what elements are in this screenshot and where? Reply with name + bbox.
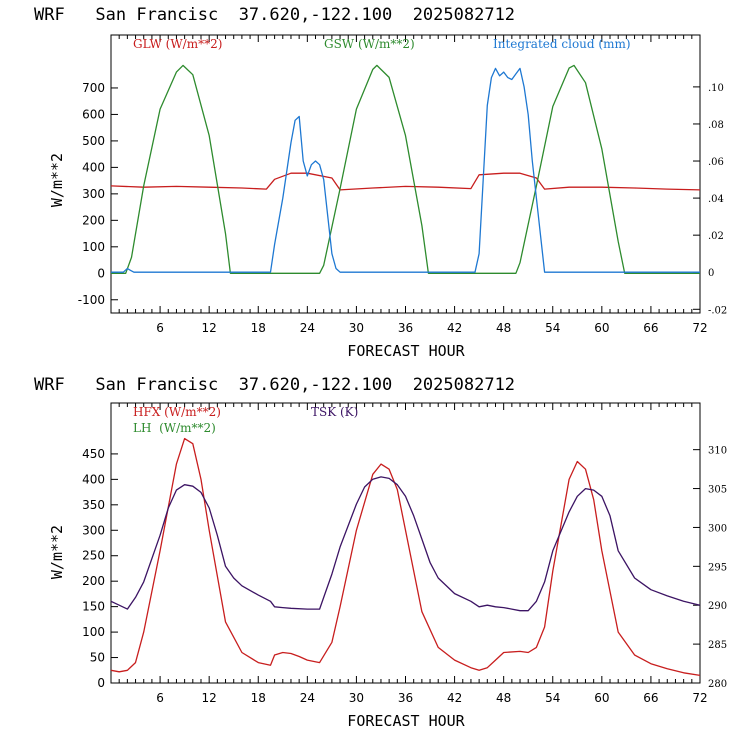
panel2-series-tsk bbox=[110, 476, 701, 612]
panel2-xtick-label: 66 bbox=[643, 691, 658, 705]
panel2-xtick-label: 30 bbox=[349, 691, 364, 705]
panel2-ytick-label: 200 bbox=[82, 574, 105, 588]
panel2-xtick-label: 36 bbox=[398, 691, 413, 705]
legend-gsw: GSW (W/m**2) bbox=[324, 37, 415, 51]
panel2-ytick-label: 100 bbox=[82, 625, 105, 639]
panel2-xtick-label: 6 bbox=[156, 691, 164, 705]
panel2-ytick-label: 400 bbox=[82, 472, 105, 486]
panel1-xtick-label: 24 bbox=[300, 321, 315, 335]
panel1-y2tick-label: .06 bbox=[708, 157, 724, 168]
panel2-y2tick-label: 305 bbox=[708, 485, 727, 496]
panel1-series-integrated bbox=[111, 67, 700, 273]
legend-lh: LH (W/m**2) bbox=[133, 421, 216, 435]
panel1-ytick-label: -100 bbox=[78, 293, 105, 307]
panel1-y2tick-label: .02 bbox=[708, 231, 724, 242]
panel1-ytick-label: 200 bbox=[82, 213, 105, 227]
panel1-y2tick-label: -.02 bbox=[708, 305, 727, 316]
panel2-y2tick-label: 295 bbox=[708, 562, 727, 573]
panel2-ytick-label: 300 bbox=[82, 523, 105, 537]
panel1-y2tick-label: .10 bbox=[708, 83, 724, 94]
panel2-y2tick-label: 300 bbox=[708, 523, 727, 534]
panel1-ytick-label: 0 bbox=[97, 266, 105, 280]
panel1-ytick-label: 500 bbox=[82, 134, 105, 148]
panel2-ytick-label: 0 bbox=[97, 676, 105, 690]
panel1-ytick-label: 600 bbox=[82, 107, 105, 121]
panel1-y2tick-label: .08 bbox=[708, 120, 724, 131]
panel1-y2tick-label: 0 bbox=[708, 268, 714, 279]
legend-hfx: HFX (W/m**2) bbox=[133, 405, 221, 419]
panel2-series-hfx bbox=[110, 437, 701, 677]
panel1-frame bbox=[110, 34, 701, 314]
panel1-xtick-label: 30 bbox=[349, 321, 364, 335]
panel1-xtick-label: 66 bbox=[643, 321, 658, 335]
panel2-series bbox=[110, 437, 701, 677]
panel1-series-gsw bbox=[111, 64, 700, 274]
panel1-series bbox=[110, 64, 701, 274]
panel1-xtick-label: 54 bbox=[545, 321, 560, 335]
legend-tsk: TSK (K) bbox=[311, 405, 358, 419]
panel2-ytick-label: 50 bbox=[90, 651, 105, 665]
panel1-title: WRF San Francisc 37.620,-122.100 2025082… bbox=[34, 5, 515, 25]
panel1-xtick-label: 36 bbox=[398, 321, 413, 335]
panel2-xtick-label: 60 bbox=[594, 691, 609, 705]
panel2-xtick-label: 54 bbox=[545, 691, 560, 705]
panel2-ticks: 6 12 18 24 30 36 42 48 54 60 66 72 0 50 100 150 200 250 30… bbox=[82, 403, 727, 705]
panel1-ytick-label: 700 bbox=[82, 81, 105, 95]
panel2-y2tick-label: 290 bbox=[708, 601, 727, 612]
panel2-ytick-label: 350 bbox=[82, 498, 105, 512]
panel1-xtick-label: 18 bbox=[251, 321, 266, 335]
panel-radiation-cloud: WRF San Francisc 37.620,-122.100 2025082… bbox=[34, 5, 727, 360]
panel1-xtick-label: 60 bbox=[594, 321, 609, 335]
panel1-ytick-label: 300 bbox=[82, 187, 105, 201]
panel2-ylabel: W/m**2 bbox=[48, 525, 66, 579]
panel1-xtick-label: 12 bbox=[202, 321, 217, 335]
legend-glw: GLW (W/m**2) bbox=[133, 37, 222, 51]
panel1-ylabel: W/m**2 bbox=[48, 153, 66, 207]
panel2-frame bbox=[110, 402, 701, 684]
panel1-series-glw bbox=[110, 172, 701, 191]
panel2-xtick-label: 72 bbox=[692, 691, 707, 705]
panel2-y2tick-label: 310 bbox=[708, 446, 727, 457]
panel2-xtick-label: 18 bbox=[251, 691, 266, 705]
panel1-ytick-label: 400 bbox=[82, 160, 105, 174]
panel2-y2tick-label: 285 bbox=[708, 640, 727, 651]
panel1-ticks: 6 12 18 24 30 36 42 48 54 60 66 72 -100 0 100 200 300 400… bbox=[78, 35, 727, 335]
panel-heat-flux: WRF San Francisc 37.620,-122.100 2025082… bbox=[34, 375, 727, 730]
panel2-xtick-label: 42 bbox=[447, 691, 462, 705]
panel1-xtick-label: 42 bbox=[447, 321, 462, 335]
panel1-ytick-label: 100 bbox=[82, 240, 105, 254]
panel2-ytick-label: 450 bbox=[82, 447, 105, 461]
legend-integrated-cloud: Integrated cloud (mm) bbox=[493, 37, 631, 51]
panel2-xtick-label: 24 bbox=[300, 691, 315, 705]
panel2-ytick-label: 250 bbox=[82, 549, 105, 563]
panel1-xlabel: FORECAST HOUR bbox=[347, 342, 465, 360]
panel2-xtick-label: 48 bbox=[496, 691, 511, 705]
panel2-ytick-label: 150 bbox=[82, 600, 105, 614]
panel2-xtick-label: 12 bbox=[202, 691, 217, 705]
panel1-y2tick-label: .04 bbox=[708, 194, 724, 205]
panel2-title: WRF San Francisc 37.620,-122.100 2025082… bbox=[34, 375, 515, 395]
panel2-xlabel: FORECAST HOUR bbox=[347, 712, 465, 730]
panel1-xtick-label: 6 bbox=[156, 321, 164, 335]
panel1-xtick-label: 48 bbox=[496, 321, 511, 335]
panel2-y2tick-label: 280 bbox=[708, 679, 727, 690]
panel1-xtick-label: 72 bbox=[692, 321, 707, 335]
